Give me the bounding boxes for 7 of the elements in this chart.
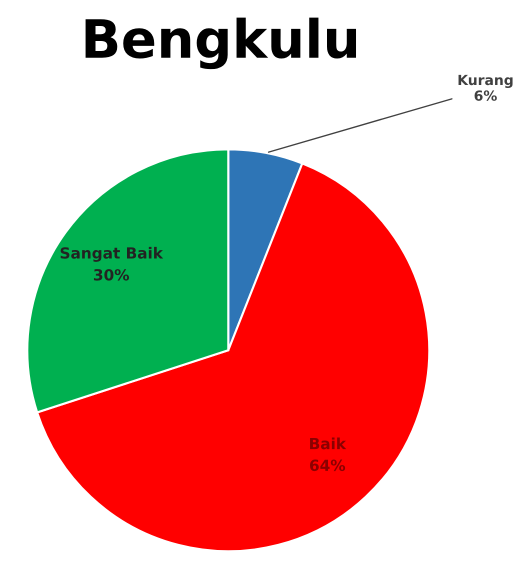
chart-title: Bengkulu <box>86 18 356 70</box>
data-label: 30% <box>94 269 130 281</box>
slice-label: Kurang <box>458 74 513 88</box>
data-label: 64% <box>310 460 346 472</box>
slice-label: Baik <box>310 437 346 450</box>
slice-label: Sangat Baik <box>60 246 164 262</box>
data-label: 6% <box>474 90 497 101</box>
